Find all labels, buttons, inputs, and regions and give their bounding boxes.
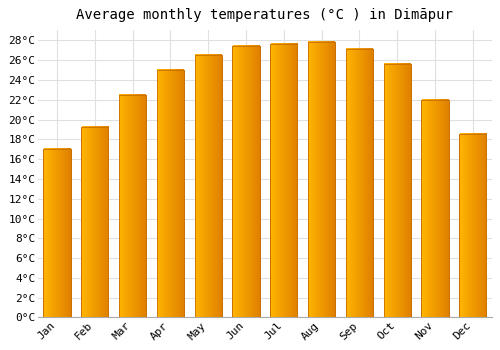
Bar	[459, 134, 486, 317]
Bar	[270, 44, 297, 317]
Bar	[346, 49, 373, 317]
Bar	[384, 64, 411, 317]
Bar	[422, 100, 448, 317]
Bar	[81, 127, 108, 317]
Bar	[308, 42, 335, 317]
Bar	[459, 134, 486, 317]
Bar	[194, 55, 222, 317]
Bar	[157, 70, 184, 317]
Bar	[232, 46, 260, 317]
Bar	[157, 70, 184, 317]
Title: Average monthly temperatures (°C ) in Dimāpur: Average monthly temperatures (°C ) in Di…	[76, 8, 454, 22]
Bar	[119, 95, 146, 317]
Bar	[270, 44, 297, 317]
Bar	[119, 95, 146, 317]
Bar	[194, 55, 222, 317]
Bar	[346, 49, 373, 317]
Bar	[81, 127, 108, 317]
Bar	[232, 46, 260, 317]
Bar	[308, 42, 335, 317]
Bar	[44, 149, 70, 317]
Bar	[384, 64, 411, 317]
Bar	[422, 100, 448, 317]
Bar	[44, 149, 70, 317]
